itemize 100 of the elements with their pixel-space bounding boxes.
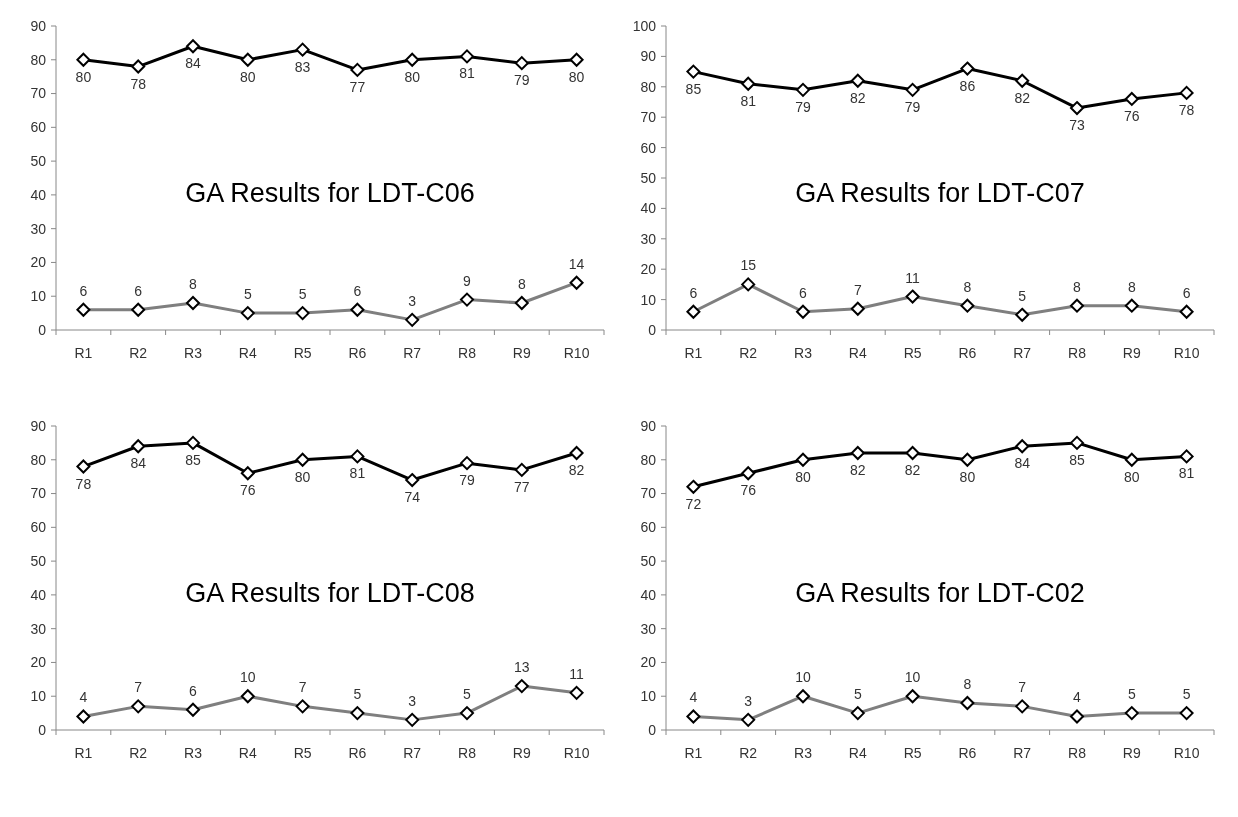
point — [960, 452, 975, 467]
x-tick-label: R3 — [794, 345, 813, 361]
data-label: 8 — [517, 275, 526, 292]
x-tick-label: R6 — [348, 345, 367, 361]
data-label: 5 — [853, 686, 862, 703]
point — [905, 82, 920, 97]
x-tick-label: R7 — [1013, 345, 1032, 361]
data-label: 81 — [740, 92, 757, 109]
point — [405, 473, 420, 488]
data-label: 80 — [294, 468, 311, 485]
y-tick-label: 50 — [30, 553, 47, 570]
x-tick-label: R6 — [958, 745, 977, 761]
point — [1124, 452, 1139, 467]
x-tick-label: R8 — [458, 345, 477, 361]
y-tick-label: 70 — [30, 485, 47, 502]
y-tick-label: 20 — [30, 254, 47, 271]
data-label: 72 — [685, 495, 702, 512]
data-label: 5 — [463, 686, 472, 703]
x-tick-label: R4 — [848, 745, 867, 761]
point — [460, 456, 474, 471]
x-tick-label: R8 — [1068, 745, 1087, 761]
x-tick-label: R2 — [739, 745, 758, 761]
y-tick-label: 0 — [648, 321, 657, 338]
y-tick-label: 80 — [640, 78, 657, 95]
data-label: 84 — [130, 455, 147, 472]
y-tick-label: 70 — [30, 85, 47, 102]
point — [1015, 439, 1030, 454]
point — [460, 49, 474, 64]
x-tick-label: R1 — [74, 345, 93, 361]
x-tick-label: R6 — [348, 745, 367, 761]
data-label: 82 — [568, 462, 585, 479]
point — [569, 446, 584, 461]
x-tick-label: R5 — [293, 745, 312, 761]
y-tick-label: 90 — [30, 17, 47, 34]
data-label: 8 — [1127, 278, 1136, 295]
y-tick-label: 70 — [640, 485, 657, 502]
data-label: 4 — [689, 689, 698, 706]
point — [405, 52, 420, 67]
y-tick-label: 20 — [30, 654, 47, 671]
x-tick-label: R9 — [512, 745, 531, 761]
point — [850, 73, 865, 88]
data-label: 80 — [404, 68, 421, 85]
data-label: 7 — [134, 679, 143, 696]
point — [1124, 91, 1139, 106]
point — [514, 462, 529, 477]
y-tick-label: 10 — [640, 688, 657, 705]
text: GA Results for LDT-C06 — [185, 178, 475, 209]
data-label: 5 — [1127, 686, 1136, 703]
data-label: 7 — [1018, 679, 1027, 696]
data-label: 82 — [850, 89, 866, 106]
data-label: 84 — [1014, 455, 1031, 472]
y-tick-label: 40 — [30, 586, 47, 603]
x-tick-label: R10 — [1173, 345, 1200, 361]
data-label: 79 — [459, 472, 475, 489]
data-label: 73 — [1069, 117, 1085, 134]
y-tick-label: 80 — [30, 51, 47, 68]
data-label: 14 — [568, 255, 585, 272]
point — [131, 439, 146, 454]
y-tick-label: 80 — [640, 451, 657, 468]
data-label: 82 — [1014, 89, 1031, 106]
data-label: 85 — [185, 451, 201, 468]
data-label: 10 — [240, 669, 256, 686]
data-label: 6 — [689, 284, 698, 301]
y-tick-label: 70 — [640, 109, 657, 126]
y-tick-label: 0 — [38, 721, 47, 738]
data-label: 80 — [795, 468, 811, 485]
y-tick-label: 0 — [648, 721, 657, 738]
point — [905, 446, 920, 461]
point — [1070, 101, 1084, 116]
data-label: 77 — [349, 78, 366, 95]
data-label: 80 — [75, 68, 92, 85]
y-tick-label: 50 — [640, 553, 657, 570]
x-tick-label: R7 — [403, 745, 422, 761]
data-label: 6 — [353, 282, 362, 299]
point — [686, 64, 701, 79]
x-tick-label: R3 — [184, 345, 203, 361]
x-tick-label: R4 — [238, 745, 257, 761]
x-tick-label: R5 — [293, 345, 312, 361]
data-label: 6 — [134, 282, 143, 299]
point — [240, 52, 255, 67]
text: GA Results for LDT-C08 — [185, 578, 475, 609]
data-label: 5 — [1182, 686, 1191, 703]
data-label: 11 — [905, 269, 921, 286]
point — [295, 452, 310, 467]
data-label: 5 — [298, 286, 307, 303]
x-tick-label: R10 — [563, 345, 590, 361]
data-label: 80 — [959, 468, 976, 485]
x-tick-label: R6 — [958, 345, 977, 361]
x-tick-label: R4 — [848, 345, 867, 361]
data-label: 78 — [130, 75, 147, 92]
data-label: 7 — [298, 679, 307, 696]
data-label: 76 — [240, 482, 256, 499]
data-label: 10 — [904, 669, 921, 686]
y-tick-label: 60 — [30, 119, 47, 136]
x-tick-label: R2 — [129, 345, 148, 361]
data-label: 3 — [408, 292, 417, 309]
y-tick-label: 20 — [640, 261, 657, 278]
x-tick-label: R5 — [903, 345, 922, 361]
x-tick-label: R9 — [1122, 745, 1141, 761]
point — [1179, 449, 1194, 464]
